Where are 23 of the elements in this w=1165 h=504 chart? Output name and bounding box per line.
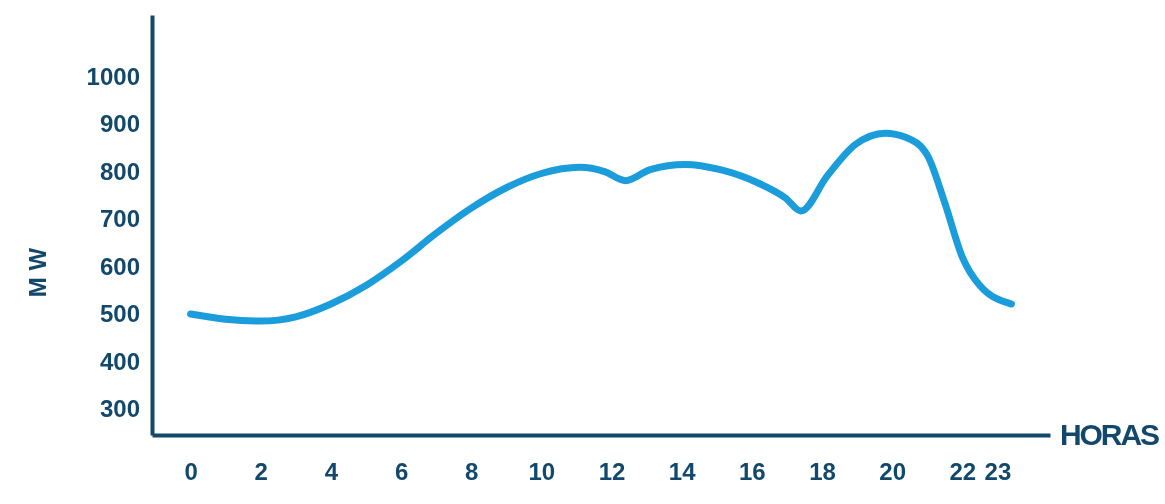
x-tick-label: 18 (809, 458, 836, 486)
x-tick-label: 6 (394, 458, 409, 486)
y-tick-label: 500 (99, 300, 140, 328)
y-tick-label: 900 (99, 110, 140, 138)
x-tick-label: 4 (324, 458, 339, 486)
y-tick-label: 400 (99, 347, 140, 375)
x-tick-label: 12 (598, 458, 626, 486)
x-tick-label: 0 (184, 458, 198, 486)
x-tick-label: 2 (254, 458, 268, 486)
x-axis-title: HORAS (1060, 418, 1160, 451)
x-tick-label: 10 (528, 458, 556, 486)
x-tick-label: 8 (465, 458, 479, 486)
y-tick-label: 300 (99, 395, 140, 423)
y-tick-label: 1000 (86, 62, 140, 90)
x-tick-label: 14 (668, 458, 697, 486)
x-tick-label: 22 (949, 458, 977, 486)
y-tick-label: 700 (99, 205, 140, 233)
y-axis-title: M W (24, 247, 51, 298)
y-tick-label: 600 (99, 252, 140, 280)
x-tick-label: 20 (879, 458, 906, 486)
x-tick-label: 16 (738, 458, 766, 486)
y-tick-label: 800 (99, 157, 140, 185)
x-tick-label: 23 (984, 458, 1012, 486)
